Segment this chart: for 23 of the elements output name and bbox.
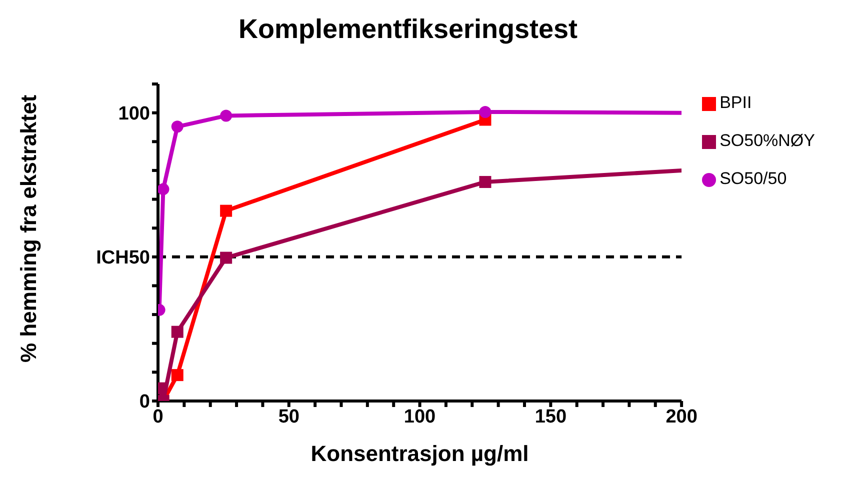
point <box>158 183 170 196</box>
chart-title: Komplementfikseringstest <box>237 13 579 46</box>
x-tick-label: 150 <box>534 406 567 428</box>
legend-label: BPII <box>720 93 752 112</box>
point <box>171 326 184 338</box>
x-tick-label: 0 <box>152 406 164 428</box>
point <box>220 252 232 264</box>
y-tick-label: 100 <box>118 104 150 125</box>
y-tick-label: ICH50 <box>96 248 150 269</box>
x-tick-label: 50 <box>278 406 300 428</box>
point <box>220 204 232 217</box>
y-tick-label: 0 <box>139 392 150 413</box>
point <box>171 369 184 382</box>
y-axis-title: % hemming fra ekstraktet <box>16 94 41 362</box>
point <box>171 120 184 133</box>
point <box>479 176 492 188</box>
x-axis-title: Konsentrasjon µg/ml <box>310 441 529 466</box>
point <box>479 106 492 118</box>
x-tick-label: 100 <box>404 406 436 428</box>
x-tick-label: 200 <box>666 406 698 428</box>
legend-label: SO50%NØY <box>720 131 815 150</box>
point <box>220 110 232 122</box>
legend-label: SO50/50 <box>720 169 787 188</box>
